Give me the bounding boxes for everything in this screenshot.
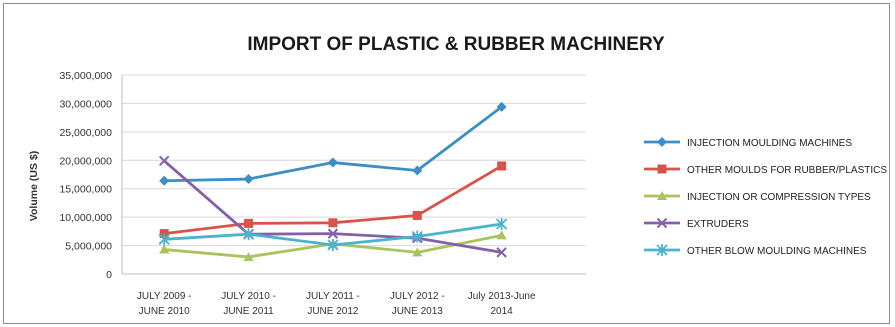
legend-item: INJECTION MOULDING MACHINES (644, 137, 852, 149)
data-point (496, 101, 507, 112)
x-tick-label: July 2013-June 2014 (468, 291, 536, 317)
data-point (327, 239, 339, 252)
y-tick-label: 15,000,000 (59, 184, 112, 196)
x-tick-label-line: JUNE 2012 (307, 306, 359, 317)
data-point (242, 228, 255, 241)
data-point (496, 247, 507, 258)
x-tick-label-line: JULY 2010 - (221, 291, 276, 302)
grid-lines (122, 74, 586, 247)
x-tick-label-line: July 2013-June (468, 291, 536, 302)
series-1 (159, 161, 507, 239)
data-point (243, 174, 254, 185)
series-0 (159, 101, 507, 186)
legend-item: INJECTION OR COMPRESSION TYPES (644, 191, 871, 203)
data-point (412, 165, 423, 176)
legend-label: OTHER BLOW MOULDING MACHINES (687, 246, 867, 257)
y-tick-labels: 0 5,000,000 10,000,000 15,000,000 20,000,000… (59, 70, 112, 281)
x-tick-label-line: JUNE 2013 (392, 306, 444, 317)
data-point (158, 233, 170, 246)
data-point (412, 247, 423, 257)
x-tick-label: JULY 2009 - JUNE 2010 (137, 291, 192, 317)
x-tick-label-line: JULY 2009 - (137, 291, 192, 302)
data-point (243, 251, 254, 261)
legend: INJECTION MOULDING MACHINES OTHER MOULDS … (644, 137, 887, 257)
chart-frame: IMPORT OF PLASTIC & RUBBER MACHINERY Vol… (3, 3, 890, 324)
x-tick-label-line: JULY 2012 - (390, 291, 445, 302)
chart-title: IMPORT OF PLASTIC & RUBBER MACHINERY (247, 34, 665, 55)
legend-marker (657, 137, 667, 147)
y-tick-label: 30,000,000 (59, 98, 112, 110)
y-tick-label: 5,000,000 (65, 241, 112, 253)
y-tick-label: 25,000,000 (59, 127, 112, 139)
legend-marker (657, 164, 667, 174)
legend-marker (656, 217, 668, 229)
legend-label: EXTRUDERS (687, 219, 749, 230)
x-tick-label-line: JUNE 2011 (223, 306, 274, 317)
x-tick-label-line: JUNE 2010 (139, 306, 191, 317)
axes (121, 75, 586, 275)
data-point (412, 210, 422, 220)
data-point (495, 217, 508, 230)
x-tick-label-line: 2014 (491, 306, 514, 317)
x-tick-label-line: JULY 2011 - (306, 291, 360, 302)
data-point (327, 228, 339, 239)
y-tick-label: 20,000,000 (59, 155, 112, 167)
y-tick-label: 0 (106, 269, 112, 281)
legend-marker (657, 191, 667, 200)
legend-label: INJECTION MOULDING MACHINES (687, 138, 852, 149)
data-point (327, 157, 338, 168)
series-line (163, 159, 502, 254)
x-tick-label: JULY 2011 - JUNE 2012 (306, 291, 360, 317)
data-point (496, 230, 507, 240)
data-point (159, 244, 170, 254)
data-point (328, 218, 338, 228)
y-axis-label: Volume (US $) (28, 151, 40, 221)
data-point (159, 175, 170, 186)
data-point (158, 155, 170, 167)
y-tick-label: 35,000,000 (59, 70, 112, 82)
legend-label: INJECTION OR COMPRESSION TYPES (687, 192, 871, 203)
series-line (164, 105, 503, 183)
line-chart: IMPORT OF PLASTIC & RUBBER MACHINERY Vol… (28, 34, 887, 317)
legend-marker (656, 244, 668, 256)
legend-label: OTHER MOULDS FOR RUBBER/PLASTICS (687, 165, 887, 176)
x-tick-labels: JULY 2009 - JUNE 2010 JULY 2010 - JUNE 2011… (137, 291, 536, 317)
y-tick-label: 10,000,000 (59, 212, 112, 224)
legend-item: EXTRUDERS (644, 217, 749, 230)
data-point (411, 230, 423, 243)
legend-item: OTHER MOULDS FOR RUBBER/PLASTICS (644, 164, 887, 176)
legend-item: OTHER BLOW MOULDING MACHINES (644, 244, 867, 257)
series-group (158, 101, 508, 261)
data-point (244, 218, 254, 228)
x-tick-label: JULY 2010 - JUNE 2011 (221, 291, 276, 317)
data-point (497, 161, 507, 171)
x-tick-label: JULY 2012 - JUNE 2013 (390, 291, 445, 317)
series-4 (158, 217, 508, 252)
